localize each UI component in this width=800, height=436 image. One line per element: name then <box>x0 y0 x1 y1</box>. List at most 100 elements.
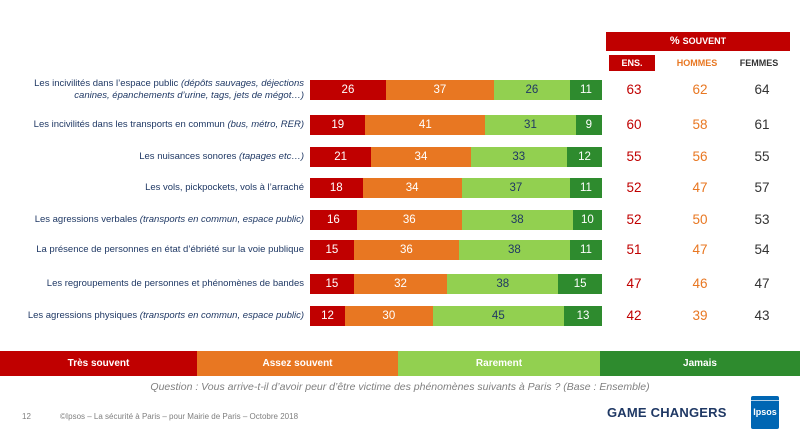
row-label-detail: (transports en commun, espace public) <box>139 310 304 321</box>
bar-segment-assez-souvent: 32 <box>353 274 448 294</box>
souvent-value-hommes: 58 <box>692 117 708 132</box>
row-label-detail: (dépôts sauvages, déjections canines, ép… <box>74 78 304 101</box>
bar-segment-tres-souvent: 15 <box>310 274 354 294</box>
legend-jamais: Jamais <box>600 351 800 376</box>
souvent-value-ens: 52 <box>626 212 642 227</box>
bar-row: 15 32 38 15 <box>310 274 602 294</box>
row-label-main: Les agressions physiques <box>27 310 138 321</box>
bar-segment-rarement: 38 <box>447 274 559 294</box>
bar-segment-rarement: 26 <box>493 80 570 100</box>
bar-row: 21 34 33 12 <box>310 147 602 167</box>
souvent-value-femmes: 57 <box>754 180 770 195</box>
bar-segment-assez-souvent: 37 <box>385 80 494 100</box>
bar-segment-rarement: 45 <box>432 306 565 326</box>
souvent-value-hommes: 47 <box>692 180 708 195</box>
legend-assez-souvent: Assez souvent <box>197 351 398 376</box>
ipsos-logo: Ipsos <box>751 396 779 429</box>
bar-segment-assez-souvent: 34 <box>362 178 462 198</box>
bar-segment-assez-souvent: 30 <box>345 306 433 326</box>
bar-segment-jamais: 11 <box>569 80 602 100</box>
bar-row: 19 41 31 9 <box>310 115 602 135</box>
souvent-value-ens: 51 <box>626 242 642 257</box>
bar-segment-jamais: 15 <box>558 274 602 294</box>
souvent-value-ens: 47 <box>626 276 642 291</box>
legend: Très souvent Assez souvent Rarement Jama… <box>0 351 800 376</box>
bar-segment-jamais: 11 <box>569 178 602 198</box>
bar-segment-rarement: 33 <box>470 147 567 167</box>
row-label: La présence de personnes en état d’ébrié… <box>4 244 304 256</box>
souvent-header-prefix: % <box>669 35 680 47</box>
souvent-value-femmes: 54 <box>754 242 770 257</box>
row-label: Les agressions physiques (transports en … <box>4 310 304 322</box>
souvent-value-femmes: 43 <box>754 308 770 323</box>
ipsos-logo-text: Ipsos <box>753 407 777 417</box>
logo-rule <box>751 400 779 401</box>
row-label: Les agressions verbales (transports en c… <box>4 214 304 226</box>
bar-segment-tres-souvent: 21 <box>310 147 372 167</box>
bar-segment-jamais: 9 <box>575 115 602 135</box>
row-label-main: Les vols, pickpockets, vols à l’arraché <box>145 182 304 193</box>
bar-segment-tres-souvent: 26 <box>310 80 386 100</box>
souvent-value-hommes: 47 <box>692 242 708 257</box>
bar-segment-tres-souvent: 19 <box>310 115 366 135</box>
bar-segment-tres-souvent: 16 <box>310 210 357 230</box>
souvent-value-ens: 52 <box>626 180 642 195</box>
bar-segment-jamais: 11 <box>569 240 602 260</box>
bar-row: 16 36 38 10 <box>310 210 602 230</box>
souvent-value-hommes: 62 <box>692 82 708 97</box>
question-text: Question : Vous arrive-t-il d’avoir peur… <box>150 381 650 393</box>
souvent-value-ens: 63 <box>626 82 642 97</box>
legend-tres-souvent: Très souvent <box>0 351 197 376</box>
bar-segment-rarement: 37 <box>461 178 570 198</box>
bar-segment-tres-souvent: 18 <box>310 178 363 198</box>
row-label-main: Les incivilités dans les transports en c… <box>33 119 225 130</box>
row-label-main: Les agressions verbales <box>34 214 138 225</box>
row-label: Les regroupements de personnes et phénom… <box>4 278 304 290</box>
row-label: Les nuisances sonores (tapages etc…) <box>4 151 304 163</box>
game-changers-tagline: GAME CHANGERS <box>607 405 727 420</box>
souvent-value-femmes: 55 <box>754 149 770 164</box>
bar-row: 15 36 38 11 <box>310 240 602 260</box>
bar-row: 12 30 45 13 <box>310 306 602 326</box>
col-header-hommes: Hommes <box>676 58 718 68</box>
bar-segment-rarement: 31 <box>485 115 576 135</box>
bar-segment-assez-souvent: 34 <box>371 147 471 167</box>
page-number: 12 <box>22 412 31 421</box>
bar-segment-rarement: 38 <box>461 210 573 230</box>
souvent-value-femmes: 64 <box>754 82 770 97</box>
bar-segment-tres-souvent: 15 <box>310 240 354 260</box>
row-label-main: Les incivilités dans l’espace public <box>34 78 179 89</box>
bar-segment-jamais: 13 <box>564 306 602 326</box>
souvent-value-hommes: 46 <box>692 276 708 291</box>
footer-copyright: ©Ipsos – La sécurité à Paris – pour Mair… <box>60 412 299 421</box>
bar-segment-assez-souvent: 41 <box>365 115 486 135</box>
row-label-main: La présence de personnes en état d’ébrié… <box>36 244 304 255</box>
bar-row: 18 34 37 11 <box>310 178 602 198</box>
souvent-value-femmes: 47 <box>754 276 770 291</box>
row-label-detail: (tapages etc…) <box>239 151 304 162</box>
legend-rarement: Rarement <box>398 351 600 376</box>
souvent-header: % Souvent <box>606 32 790 51</box>
souvent-value-ens: 42 <box>626 308 642 323</box>
row-label: Les vols, pickpockets, vols à l’arraché <box>4 182 304 194</box>
bar-segment-rarement: 38 <box>458 240 570 260</box>
souvent-value-femmes: 61 <box>754 117 770 132</box>
row-label-main: Les regroupements de personnes et phénom… <box>46 278 304 289</box>
bar-segment-assez-souvent: 36 <box>353 240 459 260</box>
souvent-value-ens: 60 <box>626 117 642 132</box>
bar-row: 26 37 26 11 <box>310 80 602 100</box>
souvent-value-hommes: 56 <box>692 149 708 164</box>
souvent-value-ens: 55 <box>626 149 642 164</box>
bar-segment-tres-souvent: 12 <box>310 306 346 326</box>
bar-segment-assez-souvent: 36 <box>356 210 462 230</box>
row-label: Les incivilités dans les transports en c… <box>4 119 304 131</box>
souvent-value-hommes: 39 <box>692 308 708 323</box>
row-label-main: Les nuisances sonores <box>139 151 237 162</box>
row-label-detail: (transports en commun, espace public) <box>139 214 304 225</box>
col-header-femmes: Femmes <box>739 58 779 68</box>
col-header-ens: Ens. <box>609 55 655 71</box>
bar-segment-jamais: 10 <box>572 210 602 230</box>
souvent-value-hommes: 50 <box>692 212 708 227</box>
row-label: Les incivilités dans l’espace public (dé… <box>4 78 304 102</box>
row-label-detail: (bus, métro, RER) <box>227 119 304 130</box>
